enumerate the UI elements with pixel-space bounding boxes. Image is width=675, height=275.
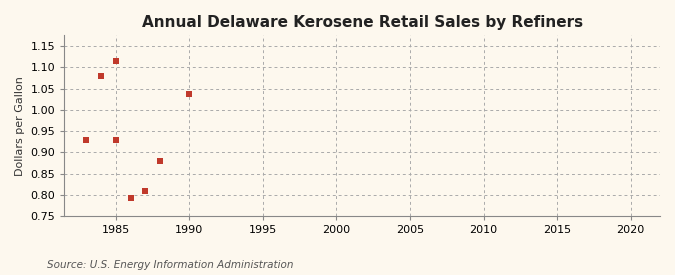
Point: [111, 138, 122, 142]
Text: Source: U.S. Energy Information Administration: Source: U.S. Energy Information Administ…: [47, 260, 294, 270]
Point: [184, 92, 195, 96]
Point: [140, 188, 151, 193]
Point: [81, 138, 92, 142]
Y-axis label: Dollars per Gallon: Dollars per Gallon: [15, 76, 25, 176]
Point: [125, 196, 136, 200]
Point: [155, 159, 165, 164]
Point: [111, 59, 122, 63]
Title: Annual Delaware Kerosene Retail Sales by Refiners: Annual Delaware Kerosene Retail Sales by…: [142, 15, 583, 30]
Point: [96, 74, 107, 78]
